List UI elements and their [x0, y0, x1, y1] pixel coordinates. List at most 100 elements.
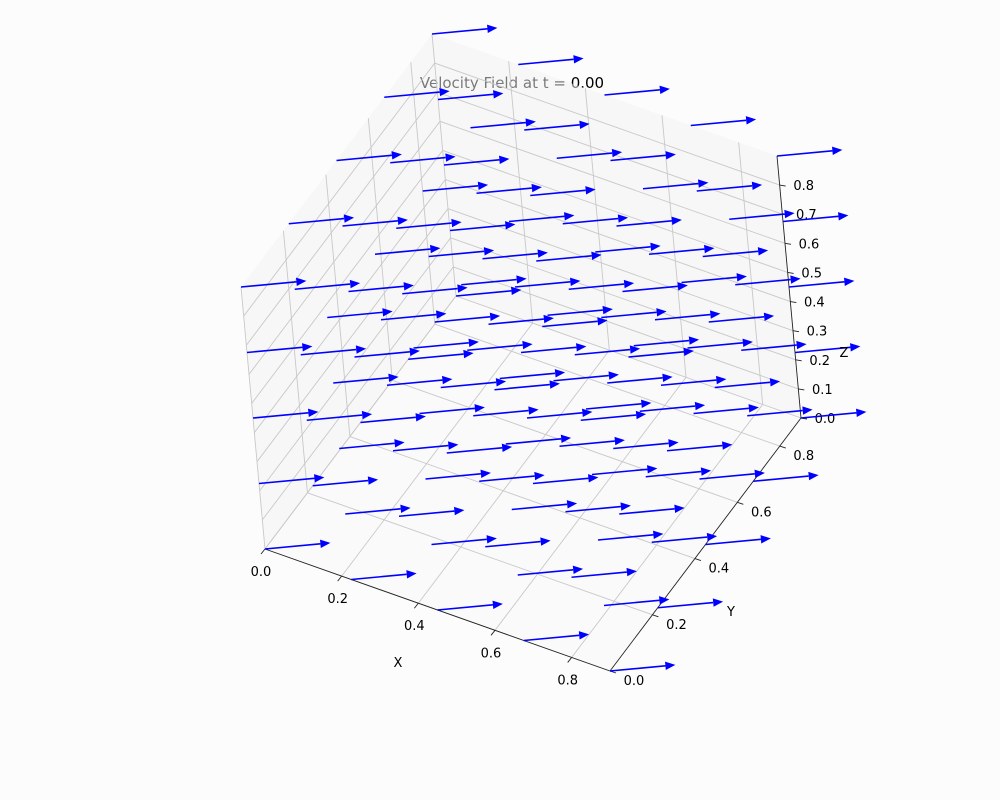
velocity-arrow	[419, 404, 485, 415]
velocity-arrow	[622, 282, 688, 293]
arrow-shaft	[556, 152, 613, 160]
arrow-shaft	[431, 28, 488, 35]
arrow-head	[629, 345, 641, 354]
grid-line-z-back	[442, 150, 788, 273]
arrow-head	[439, 87, 450, 97]
arrow-shaft	[312, 479, 369, 487]
arrow-head	[560, 434, 572, 443]
velocity-arrow	[246, 343, 313, 354]
arrow-head	[415, 413, 426, 422]
z-tick-mark	[798, 388, 805, 391]
velocity-arrow	[645, 467, 712, 478]
velocity-arrow	[753, 471, 819, 483]
velocity-arrow	[499, 369, 566, 380]
grid-line-z-back	[450, 237, 796, 361]
velocity-arrow	[708, 312, 775, 323]
arrow-head	[856, 408, 867, 417]
grid-line-x-floor	[571, 404, 764, 658]
velocity-arrow	[747, 406, 813, 417]
arrow-head	[754, 469, 765, 478]
arrow-shaft	[559, 440, 615, 448]
arrow-shaft	[603, 599, 660, 607]
arrow-shaft	[604, 89, 660, 96]
arrow-shaft	[526, 412, 583, 419]
arrow-head	[296, 277, 307, 286]
velocity-arrow	[595, 242, 661, 253]
arrow-head	[468, 338, 479, 347]
arrow-shaft	[437, 93, 494, 101]
arrow-head	[668, 439, 679, 448]
velocity-arrow	[264, 539, 331, 550]
velocity-arrow	[699, 469, 765, 480]
velocity-arrow	[508, 212, 575, 223]
velocity-arrow	[485, 537, 551, 548]
arrow-shaft	[651, 536, 708, 544]
arrow-head	[671, 216, 682, 225]
arrow-head	[543, 314, 554, 324]
arrow-head	[534, 471, 545, 481]
arrow-shaft	[693, 407, 749, 415]
z-tick-label: 0.6	[799, 237, 820, 252]
z-tick-label: 0.5	[801, 266, 822, 281]
arrow-head	[677, 282, 688, 291]
arrow-shaft	[408, 353, 464, 361]
velocity-arrow	[446, 443, 513, 454]
velocity-arrow	[467, 340, 533, 352]
arrow-head	[608, 371, 619, 380]
grid-line-x-back	[661, 115, 687, 378]
arrow-head	[308, 408, 319, 417]
arrow-head	[674, 504, 685, 513]
arrow-shaft	[654, 313, 711, 321]
arrow-head	[367, 476, 379, 485]
velocity-arrow	[782, 212, 849, 223]
arrow-head	[400, 504, 411, 513]
velocity-arrow	[580, 410, 647, 422]
arrow-shaft	[708, 316, 765, 323]
grid-line-y-side	[282, 230, 308, 493]
arrow-head	[757, 247, 769, 256]
arrow-head	[784, 209, 795, 219]
velocity-arrow	[547, 305, 613, 317]
arrow-head	[802, 406, 813, 415]
y-tick-mark	[694, 558, 702, 561]
velocity-arrow	[530, 186, 596, 197]
velocity-arrow	[556, 148, 623, 160]
y-tick-label: 0.6	[751, 505, 772, 520]
arrow-head	[760, 535, 771, 544]
arrow-head	[525, 118, 536, 127]
velocity-arrow	[523, 631, 590, 642]
velocity-arrow	[532, 474, 599, 485]
arrow-shaft	[568, 283, 625, 291]
grid-line-y-side	[410, 62, 436, 325]
velocity-arrow	[729, 209, 795, 221]
x-tick-label: 0.8	[557, 673, 578, 688]
z-tick-label: 0.8	[793, 179, 814, 194]
grid-line-z-back	[447, 208, 794, 332]
velocity-arrow	[693, 404, 759, 415]
velocity-arrow	[794, 343, 861, 354]
velocity-arrow	[402, 284, 468, 295]
arrow-shaft	[396, 222, 452, 230]
arrow-shaft	[747, 409, 803, 417]
arrow-shaft	[443, 159, 500, 166]
arrow-shaft	[434, 316, 491, 323]
velocity-arrow	[690, 116, 757, 127]
x-tick-mark	[490, 630, 496, 636]
arrow-head	[748, 404, 759, 413]
arrow-shaft	[794, 346, 851, 354]
arrow-shaft	[532, 477, 589, 485]
arrow-head	[832, 146, 843, 155]
arrow-head	[662, 373, 673, 382]
grid-line-x-floor	[341, 322, 534, 577]
velocity-arrow	[651, 532, 718, 544]
y-tick-mark	[737, 501, 744, 505]
velocity-arrow	[687, 338, 753, 349]
velocity-arrow	[461, 275, 527, 286]
arrow-head	[700, 467, 712, 476]
arrow-head	[499, 155, 510, 164]
velocity-arrow	[562, 214, 629, 225]
velocity-arrow	[524, 120, 590, 131]
arrow-shaft	[339, 442, 395, 450]
arrow-head	[355, 345, 367, 354]
grid-line-x-back	[584, 88, 610, 351]
